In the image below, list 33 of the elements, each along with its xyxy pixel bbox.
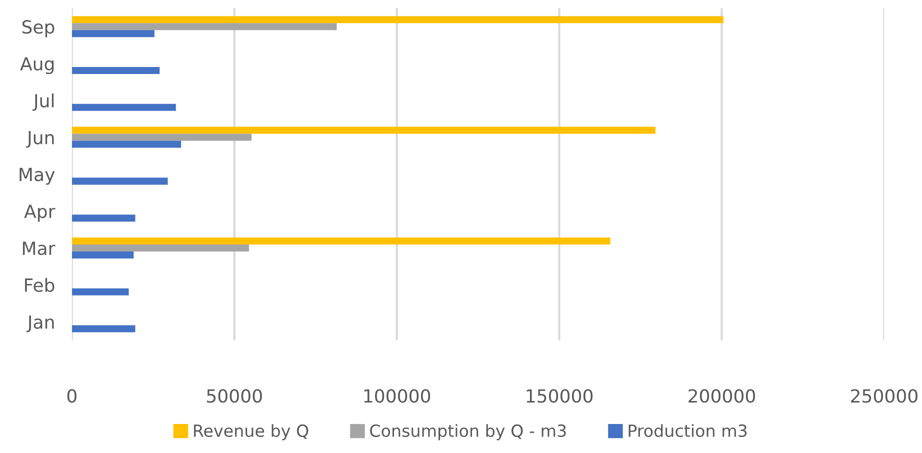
bar xyxy=(72,288,129,296)
legend-label: Production m3 xyxy=(628,424,747,438)
y-tick-label: Apr xyxy=(24,204,56,222)
x-tick-label: 100000 xyxy=(364,389,430,403)
bar xyxy=(72,244,249,252)
x-tick-label: 250000 xyxy=(851,389,918,403)
x-tick-label: 0 xyxy=(67,389,76,403)
bar xyxy=(72,134,252,141)
y-tick-label: Sep xyxy=(22,20,54,38)
bar xyxy=(72,30,154,38)
y-tick-label: Mar xyxy=(22,242,56,256)
bar xyxy=(72,67,160,74)
bar xyxy=(72,251,134,258)
y-tick-label: Aug xyxy=(20,57,54,74)
y-tick-label: Jun xyxy=(26,130,54,148)
legend-label: Consumption by Q - m3 xyxy=(370,424,566,440)
y-tick-label: Jul xyxy=(32,94,54,111)
y-tick-label: May xyxy=(20,168,55,185)
y-tick-label: Jan xyxy=(26,315,54,332)
x-tick-label: 200000 xyxy=(688,389,756,403)
bar xyxy=(72,178,168,185)
x-tick-label: 150000 xyxy=(526,389,593,403)
legend-label: Revenue by Q xyxy=(194,424,308,440)
bar xyxy=(72,104,176,111)
bar xyxy=(72,23,337,30)
x-tick-label: 50000 xyxy=(207,389,262,403)
bar xyxy=(72,325,136,332)
bar xyxy=(72,214,136,222)
y-tick-label: Feb xyxy=(25,278,54,292)
bar xyxy=(72,140,182,148)
bar xyxy=(72,237,610,244)
bar xyxy=(72,16,724,24)
bar xyxy=(72,126,656,134)
